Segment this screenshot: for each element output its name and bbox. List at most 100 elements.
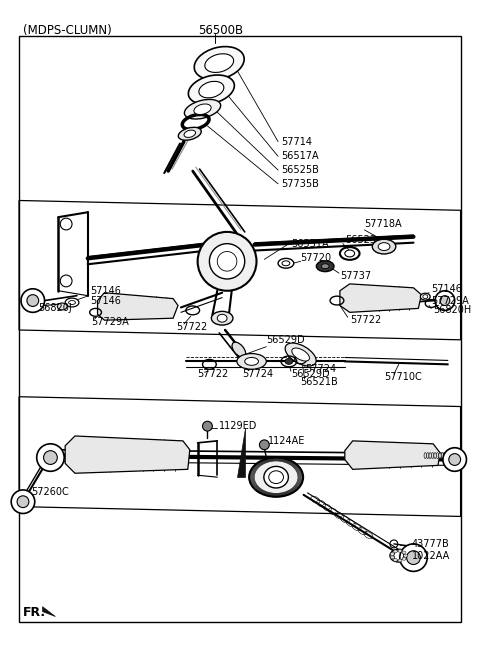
Circle shape xyxy=(44,451,57,465)
Text: 56529D: 56529D xyxy=(291,369,329,379)
Ellipse shape xyxy=(237,354,266,369)
Ellipse shape xyxy=(205,53,234,73)
Text: 57146: 57146 xyxy=(90,286,120,296)
Ellipse shape xyxy=(398,549,402,552)
Ellipse shape xyxy=(402,557,406,560)
Ellipse shape xyxy=(439,453,441,459)
Ellipse shape xyxy=(436,453,439,459)
Text: 57710C: 57710C xyxy=(384,372,422,382)
Circle shape xyxy=(27,294,39,306)
Ellipse shape xyxy=(446,453,449,459)
Ellipse shape xyxy=(184,130,195,137)
Polygon shape xyxy=(237,428,245,477)
Text: 56500B: 56500B xyxy=(198,24,243,37)
Ellipse shape xyxy=(184,100,221,119)
Ellipse shape xyxy=(57,303,67,310)
Ellipse shape xyxy=(378,243,390,251)
Text: 57718A: 57718A xyxy=(364,219,402,229)
Polygon shape xyxy=(97,293,178,320)
Ellipse shape xyxy=(232,342,246,357)
Ellipse shape xyxy=(292,348,310,361)
Circle shape xyxy=(36,444,64,471)
Text: 56525B: 56525B xyxy=(281,165,319,175)
Ellipse shape xyxy=(188,75,234,104)
Circle shape xyxy=(203,421,212,431)
Ellipse shape xyxy=(402,551,406,554)
Polygon shape xyxy=(65,436,190,473)
Ellipse shape xyxy=(404,554,408,557)
Text: 56521B: 56521B xyxy=(300,377,338,387)
Circle shape xyxy=(11,490,35,513)
Ellipse shape xyxy=(390,549,408,562)
Circle shape xyxy=(449,453,461,465)
Polygon shape xyxy=(345,441,440,469)
Text: 57722: 57722 xyxy=(176,322,207,332)
Ellipse shape xyxy=(316,261,334,272)
Ellipse shape xyxy=(424,453,427,459)
Ellipse shape xyxy=(65,298,79,307)
Text: (MDPS-CLUMN): (MDPS-CLUMN) xyxy=(23,24,112,37)
Text: 57724: 57724 xyxy=(242,369,273,379)
Circle shape xyxy=(407,550,420,564)
Text: 56517A: 56517A xyxy=(281,151,319,161)
Ellipse shape xyxy=(372,239,396,254)
Ellipse shape xyxy=(285,358,293,364)
Ellipse shape xyxy=(451,453,454,459)
Ellipse shape xyxy=(429,453,432,459)
Ellipse shape xyxy=(194,104,211,114)
Text: FR.: FR. xyxy=(23,606,46,619)
Circle shape xyxy=(198,232,256,291)
Ellipse shape xyxy=(434,453,436,459)
Circle shape xyxy=(21,289,45,312)
Text: 57722: 57722 xyxy=(350,315,381,325)
Ellipse shape xyxy=(321,264,329,269)
Ellipse shape xyxy=(245,358,258,366)
Text: 56529D: 56529D xyxy=(266,335,305,345)
Ellipse shape xyxy=(444,453,446,459)
Ellipse shape xyxy=(420,293,430,300)
Circle shape xyxy=(440,296,450,306)
Ellipse shape xyxy=(394,550,397,553)
Circle shape xyxy=(209,244,245,279)
Ellipse shape xyxy=(217,314,227,322)
Ellipse shape xyxy=(441,453,444,459)
Ellipse shape xyxy=(432,453,434,459)
Ellipse shape xyxy=(427,453,429,459)
Text: 56523: 56523 xyxy=(345,235,376,245)
Text: 1124AE: 1124AE xyxy=(268,436,306,446)
Text: 56820H: 56820H xyxy=(433,306,471,315)
Text: 56551A: 56551A xyxy=(291,239,328,249)
Text: 57735B: 57735B xyxy=(281,179,319,189)
Circle shape xyxy=(60,218,72,230)
Circle shape xyxy=(60,275,72,287)
Text: 57146: 57146 xyxy=(431,284,462,294)
Text: 57260C: 57260C xyxy=(31,487,69,497)
Circle shape xyxy=(400,544,427,572)
Ellipse shape xyxy=(278,258,294,268)
Ellipse shape xyxy=(449,453,451,459)
Text: 1129ED: 1129ED xyxy=(219,421,258,431)
Text: 57722: 57722 xyxy=(198,369,229,379)
Text: 57146: 57146 xyxy=(90,296,120,306)
Text: 57737: 57737 xyxy=(340,271,371,281)
Text: 56820J: 56820J xyxy=(39,304,72,314)
Ellipse shape xyxy=(199,81,224,98)
Text: 57714: 57714 xyxy=(281,137,312,147)
Ellipse shape xyxy=(394,558,397,562)
Circle shape xyxy=(435,291,455,310)
Text: 57729A: 57729A xyxy=(92,317,130,327)
Polygon shape xyxy=(340,284,421,312)
Circle shape xyxy=(443,447,467,471)
Text: 57724: 57724 xyxy=(306,364,336,374)
Text: 57729A: 57729A xyxy=(431,296,469,306)
Ellipse shape xyxy=(194,47,244,80)
Ellipse shape xyxy=(264,467,288,488)
Text: 1022AA: 1022AA xyxy=(411,550,450,561)
Ellipse shape xyxy=(178,127,201,140)
Ellipse shape xyxy=(285,343,316,366)
Text: 57720: 57720 xyxy=(300,253,332,263)
Text: 43777B: 43777B xyxy=(411,539,449,549)
Ellipse shape xyxy=(390,552,394,556)
Circle shape xyxy=(260,440,269,449)
Ellipse shape xyxy=(390,556,394,559)
